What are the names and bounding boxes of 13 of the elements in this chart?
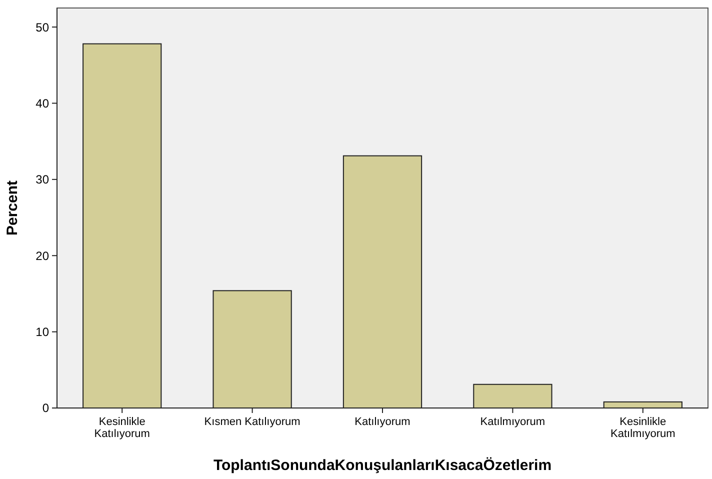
y-tick-label: 10 xyxy=(36,325,50,340)
x-tick-label: Kısmen Katılıyorum xyxy=(204,416,300,428)
x-tick-label: Katılmıyorum xyxy=(480,416,546,428)
y-tick-label: 0 xyxy=(42,401,50,416)
y-axis-title: Percent xyxy=(4,180,21,236)
y-tick-label: 20 xyxy=(36,248,50,263)
y-tick-label: 50 xyxy=(36,20,50,34)
x-tick-label: Katılıyorum xyxy=(354,416,410,428)
y-tick-label: 30 xyxy=(36,172,50,187)
y-tick-label: 40 xyxy=(36,96,50,110)
x-axis-title: ToplantıSonundaKonuşulanlarıKısacaÖzetlerim xyxy=(213,457,552,474)
x-tick-label: Kesinlikle Katılıyorum xyxy=(94,416,150,440)
x-tick-label: Kesinlikle Katılmıyorum xyxy=(610,416,676,440)
